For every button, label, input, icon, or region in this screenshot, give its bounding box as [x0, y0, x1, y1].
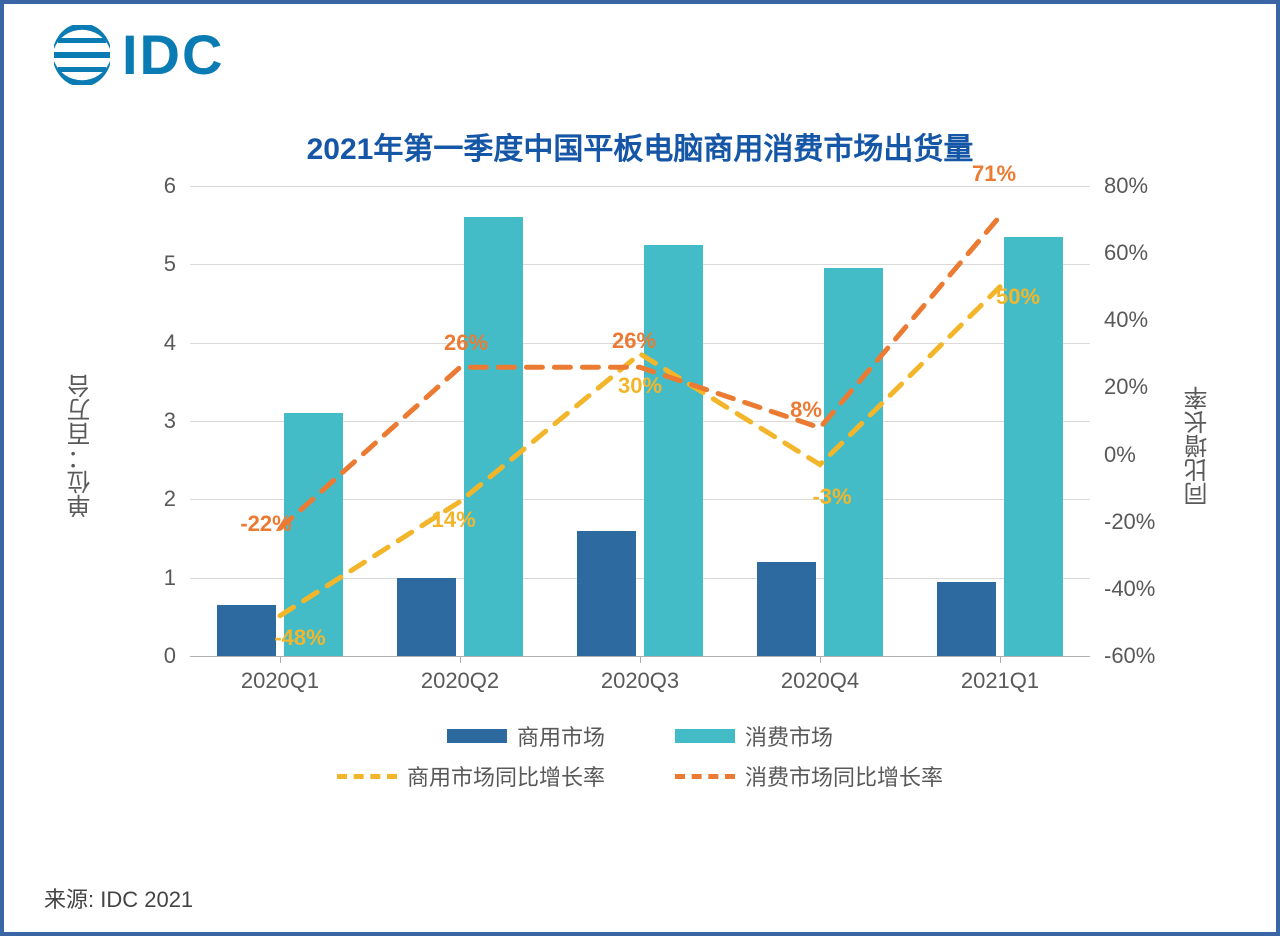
x-tick: 2020Q1 — [241, 668, 319, 694]
idc-logo-text: IDC — [122, 22, 224, 87]
legend-label: 消费市场同比增长率 — [745, 760, 943, 792]
x-tick: 2020Q3 — [601, 668, 679, 694]
plot: 0123456-60%-40%-20%0%20%40%60%80%2020Q12… — [190, 186, 1090, 656]
y-left-axis-label: 单位：百万台 — [64, 374, 99, 518]
y-left-tick: 1 — [164, 565, 176, 591]
line-data-label: 50% — [996, 284, 1040, 310]
legend-item: 消费市场 — [675, 720, 833, 752]
idc-logo: IDC — [52, 22, 224, 87]
x-tick-mark — [640, 656, 641, 663]
y-right-tick: -20% — [1104, 509, 1155, 535]
line-data-label: 8% — [790, 397, 822, 423]
bar — [284, 413, 343, 656]
bar — [824, 268, 883, 656]
y-left-tick: 4 — [164, 330, 176, 356]
legend-item: 商用市场 — [447, 720, 605, 752]
x-tick: 2021Q1 — [961, 668, 1039, 694]
bar — [577, 531, 636, 656]
legend-item: 商用市场同比增长率 — [337, 760, 605, 792]
legend-swatch-dash — [337, 774, 397, 779]
idc-logo-icon — [52, 25, 112, 85]
y-right-tick: 0% — [1104, 442, 1136, 468]
x-tick-mark — [820, 656, 821, 663]
chart-frame: IDC 2021年第一季度中国平板电脑商用消费市场出货量 单位：百万台 0123… — [0, 0, 1280, 936]
bar — [757, 562, 816, 656]
bar — [644, 245, 703, 656]
legend-label: 消费市场 — [745, 720, 833, 752]
legend-row: 商用市场 消费市场 — [64, 720, 1216, 752]
y-right-tick: 20% — [1104, 374, 1148, 400]
plot-wrap: 单位：百万台 0123456-60%-40%-20%0%20%40%60%80%… — [64, 186, 1216, 706]
x-tick-mark — [460, 656, 461, 663]
line-data-label: 26% — [444, 330, 488, 356]
gridline — [190, 186, 1090, 187]
line-data-label: -14% — [424, 507, 475, 533]
legend-label: 商用市场同比增长率 — [407, 760, 605, 792]
line-data-label: 26% — [612, 328, 656, 354]
line-data-label: 71% — [972, 161, 1016, 187]
legend-item: 消费市场同比增长率 — [675, 760, 943, 792]
bar — [464, 217, 523, 656]
line-data-label: -3% — [812, 484, 851, 510]
y-right-tick: 80% — [1104, 173, 1148, 199]
source-label: 来源: IDC 2021 — [44, 882, 193, 914]
legend-row: 商用市场同比增长率 消费市场同比增长率 — [64, 760, 1216, 792]
y-right-axis-label: 同比增长率 — [1181, 386, 1216, 506]
y-left-tick: 5 — [164, 251, 176, 277]
x-tick-mark — [280, 656, 281, 663]
legend-label: 商用市场 — [517, 720, 605, 752]
x-tick: 2020Q2 — [421, 668, 499, 694]
y-right-tick: 40% — [1104, 307, 1148, 333]
y-right-tick: -60% — [1104, 643, 1155, 669]
gridline — [190, 264, 1090, 265]
legend-swatch-dash — [675, 774, 735, 779]
chart-title: 2021年第一季度中国平板电脑商用消费市场出货量 — [64, 124, 1216, 168]
y-left-tick: 3 — [164, 408, 176, 434]
y-right-tick: 60% — [1104, 240, 1148, 266]
bar — [397, 578, 456, 656]
line-data-label: -22% — [240, 511, 291, 537]
legend: 商用市场 消费市场商用市场同比增长率 消费市场同比增长率 — [64, 720, 1216, 792]
x-tick-mark — [1000, 656, 1001, 663]
bar — [937, 582, 996, 656]
y-left-tick: 0 — [164, 643, 176, 669]
x-tick: 2020Q4 — [781, 668, 859, 694]
y-right-tick: -40% — [1104, 576, 1155, 602]
line-data-label: 30% — [618, 373, 662, 399]
bar — [217, 605, 276, 656]
y-left-tick: 6 — [164, 173, 176, 199]
y-left-tick: 2 — [164, 486, 176, 512]
legend-swatch-bar — [447, 729, 507, 743]
legend-swatch-bar — [675, 729, 735, 743]
line-data-label: -48% — [274, 625, 325, 651]
chart-area: 2021年第一季度中国平板电脑商用消费市场出货量 单位：百万台 0123456-… — [64, 124, 1216, 852]
